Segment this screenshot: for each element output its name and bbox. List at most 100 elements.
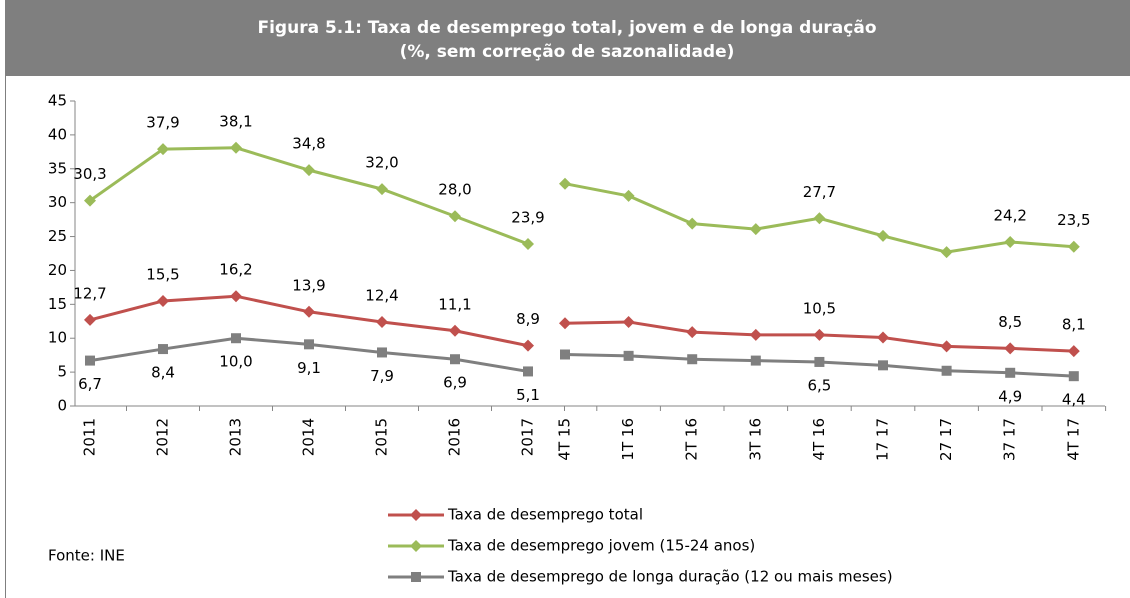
marker <box>877 331 889 344</box>
legend-label: Taxa de desemprego de longa duração (12 … <box>447 568 893 586</box>
title-bar <box>5 0 1130 76</box>
data-label: 16,2 <box>219 261 252 279</box>
data-label: 34,8 <box>292 135 325 153</box>
x-tick-label: 2013 <box>227 418 245 456</box>
data-label: 8,5 <box>998 313 1022 331</box>
data-label: 8,9 <box>516 310 540 328</box>
data-label: 6,5 <box>807 376 831 394</box>
data-label: 6,7 <box>78 375 102 393</box>
y-tick-label: 40 <box>48 125 67 143</box>
y-tick-label: 10 <box>48 329 67 347</box>
marker <box>1005 367 1016 378</box>
marker <box>1067 240 1080 253</box>
marker <box>376 183 388 196</box>
x-tick-label: 2012 <box>154 418 172 456</box>
data-label: 6,9 <box>443 374 467 392</box>
y-tick-label: 45 <box>48 92 67 110</box>
marker <box>749 223 762 236</box>
data-label: 10,0 <box>219 353 252 371</box>
marker <box>877 229 889 242</box>
data-label: 32,0 <box>365 154 398 172</box>
marker <box>522 339 534 352</box>
x-tick-label: 17 17 <box>874 418 892 461</box>
legend-label: Taxa de desemprego total <box>447 506 643 524</box>
marker <box>813 328 826 341</box>
data-label: 11,1 <box>438 295 471 313</box>
x-tick-label: 2T 16 <box>683 418 701 461</box>
x-tick-label: 1T 16 <box>619 418 637 461</box>
data-label: 5,1 <box>516 386 540 404</box>
legend-marker <box>410 540 422 552</box>
x-tick-label: 4T 16 <box>810 418 828 461</box>
marker <box>157 294 169 307</box>
y-tick-label: 20 <box>48 261 67 279</box>
chart-title: Figura 5.1: Taxa de desemprego total, jo… <box>257 18 876 38</box>
marker <box>449 210 461 223</box>
marker <box>623 350 634 361</box>
marker <box>157 143 169 156</box>
marker <box>522 238 534 251</box>
marker <box>813 212 826 225</box>
x-tick-label: 4T 17 <box>1064 418 1082 461</box>
data-label: 7,9 <box>370 367 394 385</box>
marker <box>230 290 242 303</box>
data-label: 8,4 <box>151 364 175 382</box>
data-label: 9,1 <box>297 359 321 377</box>
data-label: 10,5 <box>803 299 836 317</box>
x-tick-label: 27 17 <box>937 418 955 461</box>
x-tick-label: 2017 <box>519 418 537 456</box>
marker <box>523 366 533 377</box>
marker <box>304 339 314 350</box>
data-label: 23,9 <box>511 209 544 227</box>
marker <box>449 324 461 337</box>
data-label: 24,2 <box>993 206 1026 224</box>
marker <box>450 354 460 365</box>
marker <box>686 217 699 230</box>
marker <box>303 305 315 318</box>
marker <box>85 355 95 366</box>
marker <box>158 344 168 355</box>
marker <box>303 164 315 177</box>
y-tick-label: 0 <box>57 397 67 415</box>
legend-marker <box>411 572 421 582</box>
marker <box>377 347 387 358</box>
marker <box>230 141 242 154</box>
marker <box>622 315 635 328</box>
x-tick-label: 2015 <box>373 418 391 456</box>
marker <box>941 365 952 376</box>
data-label: 12,4 <box>365 286 398 304</box>
x-tick-label: 3T 16 <box>746 418 764 461</box>
data-label: 27,7 <box>803 183 836 201</box>
y-tick-label: 15 <box>48 295 67 313</box>
x-tick-label: 2014 <box>300 418 318 456</box>
data-label: 4,9 <box>998 387 1022 405</box>
marker <box>940 340 953 353</box>
x-tick-label: 2011 <box>81 418 99 456</box>
marker <box>687 354 698 365</box>
legend-marker <box>410 509 422 521</box>
data-label: 12,7 <box>73 284 106 302</box>
data-label: 23,5 <box>1057 211 1090 229</box>
marker <box>559 177 571 190</box>
marker <box>1004 342 1017 355</box>
marker <box>376 315 388 328</box>
marker <box>622 189 635 202</box>
x-tick-label: 2016 <box>446 418 464 456</box>
legend-label: Taxa de desemprego jovem (15-24 anos) <box>447 537 755 555</box>
data-label: 8,1 <box>1062 316 1086 334</box>
marker <box>84 194 96 207</box>
marker <box>560 349 570 360</box>
x-tick-label: 4T 15 <box>556 418 574 461</box>
data-label: 13,9 <box>292 276 325 294</box>
data-label: 15,5 <box>146 265 179 283</box>
marker <box>940 246 953 259</box>
x-tick-label: 37 17 <box>1001 418 1019 461</box>
y-tick-label: 35 <box>48 159 67 177</box>
marker <box>878 360 888 371</box>
y-tick-label: 5 <box>57 363 67 381</box>
marker <box>686 326 699 339</box>
source: Fonte: INE <box>48 547 125 565</box>
marker <box>814 356 825 367</box>
data-label: 30,3 <box>73 165 106 183</box>
data-label: 38,1 <box>219 112 252 130</box>
